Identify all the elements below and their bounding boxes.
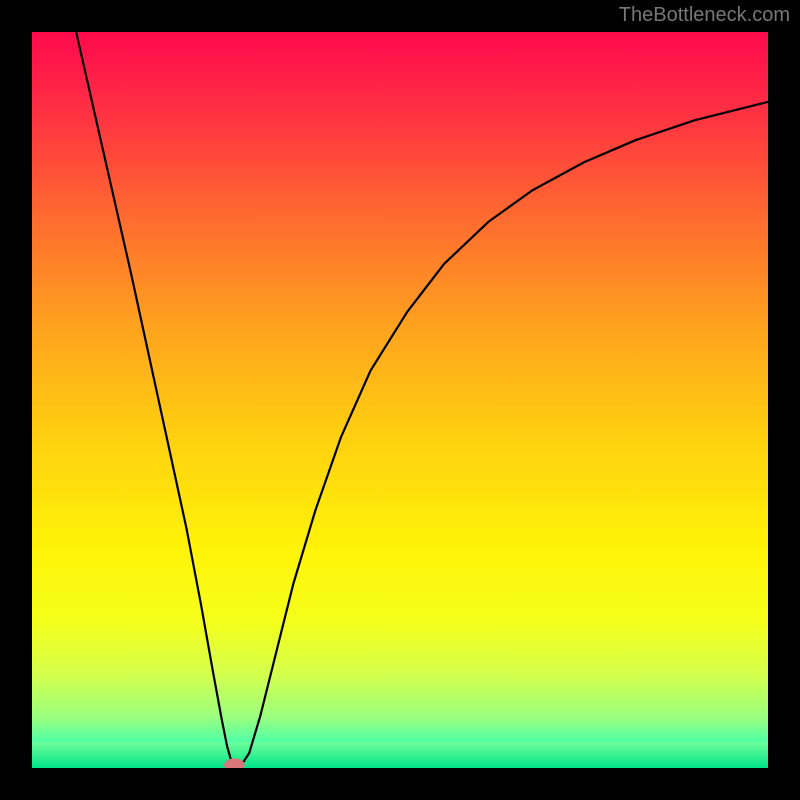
green-band (32, 742, 768, 768)
plot-area (32, 32, 768, 768)
gradient-background (32, 32, 768, 768)
plot-svg (32, 32, 768, 768)
chart-container: TheBottleneck.com (0, 0, 800, 800)
watermark-text: TheBottleneck.com (619, 4, 790, 27)
